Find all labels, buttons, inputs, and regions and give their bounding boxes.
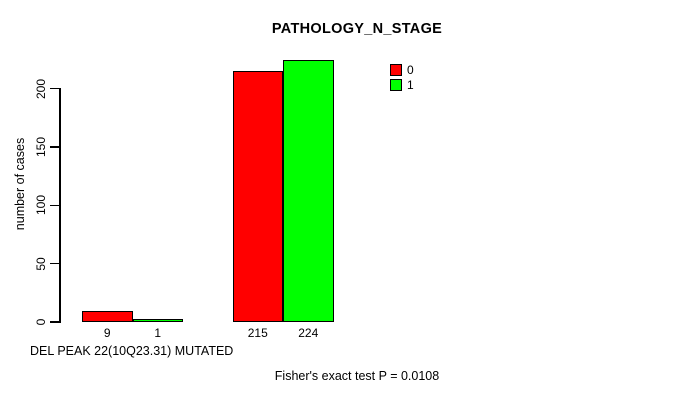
legend-row: 1 <box>390 77 414 92</box>
legend-swatch <box>390 63 402 76</box>
x-axis-label: DEL PEAK 22(10Q23.31) MUTATED <box>30 344 234 358</box>
bar-series-1-group-1 <box>132 319 183 322</box>
y-tick-label: 100 <box>34 195 48 216</box>
y-tick-mark <box>50 87 60 90</box>
bar-series-0-group-2 <box>232 70 283 322</box>
bar-value-label: 1 <box>154 326 162 340</box>
bar-series-0-group-1 <box>82 311 133 322</box>
y-tick-mark <box>50 146 60 148</box>
y-tick-mark <box>50 204 60 206</box>
legend-swatch <box>390 78 402 91</box>
bar-value-label: 224 <box>298 326 319 340</box>
y-axis-label: number of cases <box>13 137 27 231</box>
legend-row: 0 <box>390 62 414 77</box>
y-tick-mark <box>50 262 60 265</box>
y-tick-label: 200 <box>34 78 48 99</box>
y-tick-label: 50 <box>34 256 48 271</box>
bar-value-label: 9 <box>103 326 111 340</box>
y-tick-label: 0 <box>34 318 48 326</box>
bar-value-label: 215 <box>247 326 268 340</box>
bar-series-1-group-2 <box>283 60 334 322</box>
y-tick-label: 150 <box>34 136 48 157</box>
legend-label: 1 <box>407 77 414 92</box>
chart-title: PATHOLOGY_N_STAGE <box>271 21 443 37</box>
legend-label: 0 <box>407 62 414 77</box>
annotation-text: Fisher's exact test P = 0.0108 <box>274 369 440 383</box>
y-tick-mark <box>50 321 60 323</box>
